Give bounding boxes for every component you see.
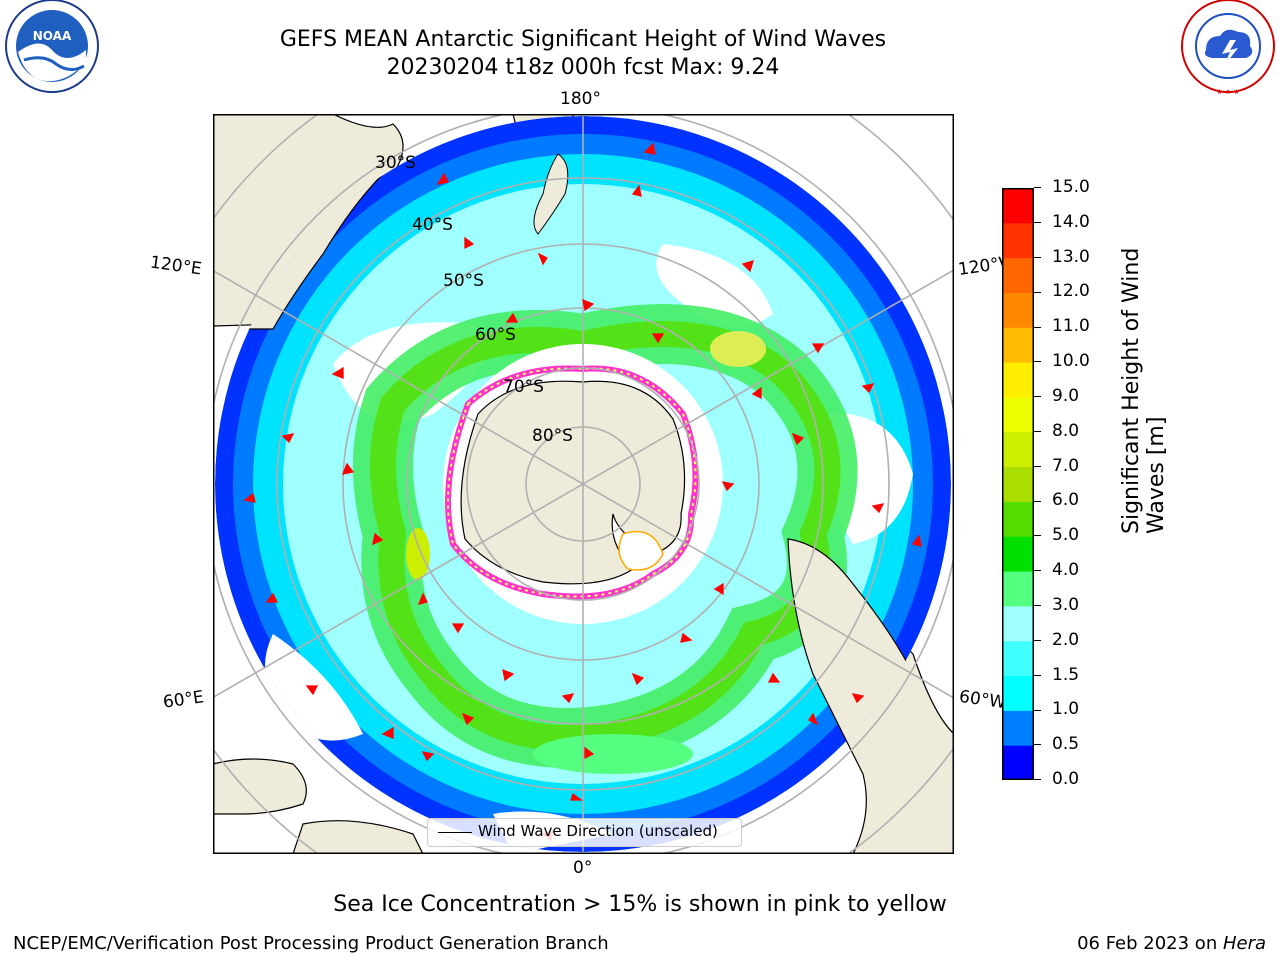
colorbar-tick-label: 4.0 bbox=[1052, 560, 1080, 581]
colorbar-border bbox=[1002, 188, 1034, 780]
colorbar-tick-label: 2.0 bbox=[1052, 629, 1080, 650]
lon-label-60e: 60°E bbox=[161, 687, 206, 713]
colorbar-segment bbox=[1002, 222, 1034, 259]
polar-map: 30°S 40°S 50°S 60°S 70°S 80°S bbox=[127, 28, 1039, 940]
national-weather-service-logo-icon: ★ ★ ★ bbox=[1176, 0, 1280, 100]
map-subtitle: 20230204 t18z 000h fcst Max: 9.24 bbox=[386, 55, 780, 80]
legend-line-swatch bbox=[438, 832, 472, 833]
colorbar-segment bbox=[1002, 292, 1034, 328]
sea-ice-note: Sea Ice Concentration > 15% is shown in … bbox=[333, 892, 947, 917]
colorbar-segment bbox=[1002, 571, 1034, 607]
legend-label: Wind Wave Direction (unscaled) bbox=[478, 822, 718, 840]
footer-date: 06 Feb 2023 on Hera bbox=[1077, 933, 1266, 954]
colorbar-tick-label: 12.0 bbox=[1052, 281, 1090, 302]
lon-label-120e: 120°E bbox=[148, 252, 203, 280]
colorbar-segment bbox=[1002, 605, 1034, 642]
colorbar-tick-label: 14.0 bbox=[1052, 211, 1090, 232]
lon-label-0: 0° bbox=[573, 858, 593, 878]
colorbar-tick-mark bbox=[1034, 396, 1041, 398]
colorbar-segment bbox=[1002, 501, 1034, 537]
colorbar-tick-label: 7.0 bbox=[1052, 455, 1080, 476]
noaa-logo-text: NOAA bbox=[33, 29, 72, 43]
lat-label-30s: 30°S bbox=[375, 153, 416, 173]
colorbar-segment bbox=[1002, 431, 1034, 468]
colorbar-tick-mark bbox=[1034, 326, 1041, 328]
footer-branch: NCEP/EMC/Verification Post Processing Pr… bbox=[13, 933, 609, 954]
map-frame-border bbox=[213, 114, 954, 854]
colorbar-segment bbox=[1002, 362, 1034, 398]
colorbar-tick-label: 11.0 bbox=[1052, 316, 1090, 337]
colorbar-segment bbox=[1002, 396, 1034, 433]
lat-label-80s: 80°S bbox=[532, 426, 573, 446]
lon-label-180: 180° bbox=[560, 89, 601, 109]
colorbar-tick-mark bbox=[1034, 361, 1041, 363]
colorbar-tick-label: 9.0 bbox=[1052, 385, 1080, 406]
colorbar-segment bbox=[1002, 466, 1034, 502]
colorbar-segment bbox=[1002, 640, 1034, 677]
footer-host: Hera bbox=[1222, 933, 1266, 954]
lat-label-70s: 70°S bbox=[503, 377, 544, 397]
colorbar-tick-label: 1.5 bbox=[1052, 664, 1080, 685]
colorbar-tick-label: 8.0 bbox=[1052, 420, 1080, 441]
colorbar-tick-label: 3.0 bbox=[1052, 594, 1080, 615]
colorbar-tick-label: 6.0 bbox=[1052, 490, 1080, 511]
lon-label-60w: 60°W bbox=[957, 686, 1008, 714]
colorbar-tick-mark bbox=[1034, 500, 1041, 502]
svg-text:★ ★ ★: ★ ★ ★ bbox=[1216, 88, 1239, 96]
colorbar-tick-label: 15.0 bbox=[1052, 177, 1090, 197]
colorbar-tick-mark bbox=[1034, 291, 1041, 293]
colorbar-tick-label: 13.0 bbox=[1052, 246, 1090, 267]
colorbar-label: Significant Height of Wind Waves [m] bbox=[1119, 247, 1169, 534]
colorbar-tick-label: 0.0 bbox=[1052, 769, 1080, 789]
colorbar bbox=[1002, 188, 1034, 781]
colorbar-segment bbox=[1002, 188, 1034, 224]
colorbar-segment bbox=[1002, 710, 1034, 746]
colorbar-segment bbox=[1002, 675, 1034, 711]
colorbar-tick-mark bbox=[1034, 535, 1041, 537]
colorbar-tick-mark bbox=[1034, 605, 1041, 607]
colorbar-tick-label: 5.0 bbox=[1052, 525, 1080, 546]
colorbar-tick-mark bbox=[1034, 570, 1041, 572]
footer-date-text: 06 Feb 2023 on bbox=[1077, 933, 1223, 954]
colorbar-tick-mark bbox=[1034, 431, 1041, 432]
colorbar-tick-mark bbox=[1034, 256, 1041, 258]
lat-label-60s: 60°S bbox=[475, 325, 516, 345]
colorbar-tick-label: 1.0 bbox=[1052, 699, 1080, 720]
lat-label-40s: 40°S bbox=[412, 215, 453, 235]
colorbar-segment bbox=[1002, 536, 1034, 572]
colorbar-segment bbox=[1002, 745, 1034, 781]
colorbar-tick-mark bbox=[1034, 709, 1041, 711]
colorbar-tick-mark bbox=[1034, 639, 1041, 641]
map-legend: Wind Wave Direction (unscaled) bbox=[427, 818, 742, 847]
map-title: GEFS MEAN Antarctic Significant Height o… bbox=[279, 27, 887, 52]
noaa-logo-icon: NOAA bbox=[0, 0, 104, 100]
lat-label-50s: 50°S bbox=[443, 271, 484, 291]
colorbar-segment bbox=[1002, 327, 1034, 363]
colorbar-tick-mark bbox=[1034, 744, 1041, 746]
colorbar-tick-label: 10.0 bbox=[1052, 351, 1090, 372]
colorbar-tick-mark bbox=[1034, 465, 1041, 467]
colorbar-tick-mark bbox=[1034, 187, 1041, 189]
colorbar-tick-label: 0.5 bbox=[1052, 734, 1080, 755]
colorbar-tick-mark bbox=[1034, 222, 1041, 224]
colorbar-tick-mark bbox=[1034, 779, 1041, 781]
colorbar-segment bbox=[1002, 257, 1034, 293]
colorbar-tick-mark bbox=[1034, 674, 1041, 676]
